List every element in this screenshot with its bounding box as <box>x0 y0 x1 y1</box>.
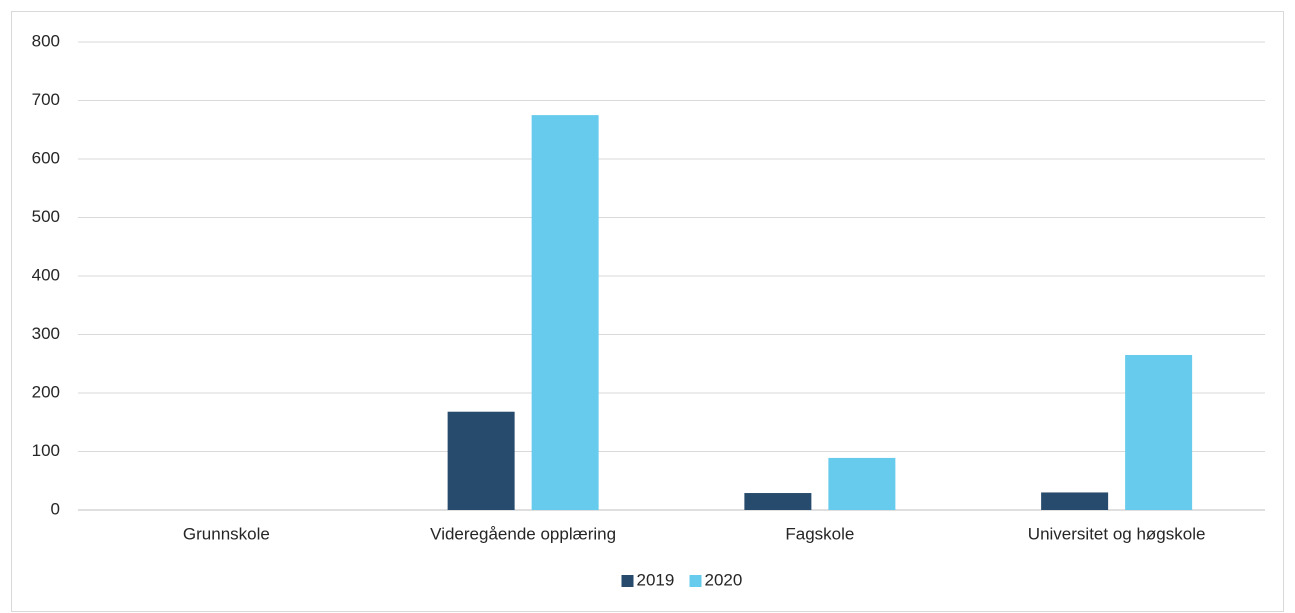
y-tick-label: 700 <box>32 90 60 109</box>
y-tick-label: 100 <box>32 441 60 460</box>
legend-label: 2019 <box>637 570 675 589</box>
bar <box>1041 492 1109 510</box>
y-tick-label: 0 <box>51 499 60 518</box>
x-tick-label: Videregående opplæring <box>430 524 616 543</box>
y-tick-label: 800 <box>32 31 60 50</box>
legend-label: 2020 <box>705 570 743 589</box>
x-tick-label: Fagskole <box>785 524 854 543</box>
x-tick-label: Universitet og høgskole <box>1028 524 1206 543</box>
bar <box>531 115 599 510</box>
y-tick-label: 600 <box>32 148 60 167</box>
bar <box>447 411 515 510</box>
chart-border <box>11 11 1284 612</box>
bar <box>1125 354 1193 510</box>
bar <box>828 457 896 510</box>
legend-swatch <box>621 575 634 587</box>
y-tick-label: 300 <box>32 324 60 343</box>
y-tick-label: 400 <box>32 265 60 284</box>
y-tick-label: 500 <box>32 207 60 226</box>
y-tick-label: 200 <box>32 382 60 401</box>
bar <box>744 493 812 510</box>
x-tick-label: Grunnskole <box>183 524 270 543</box>
legend-swatch <box>689 575 702 587</box>
